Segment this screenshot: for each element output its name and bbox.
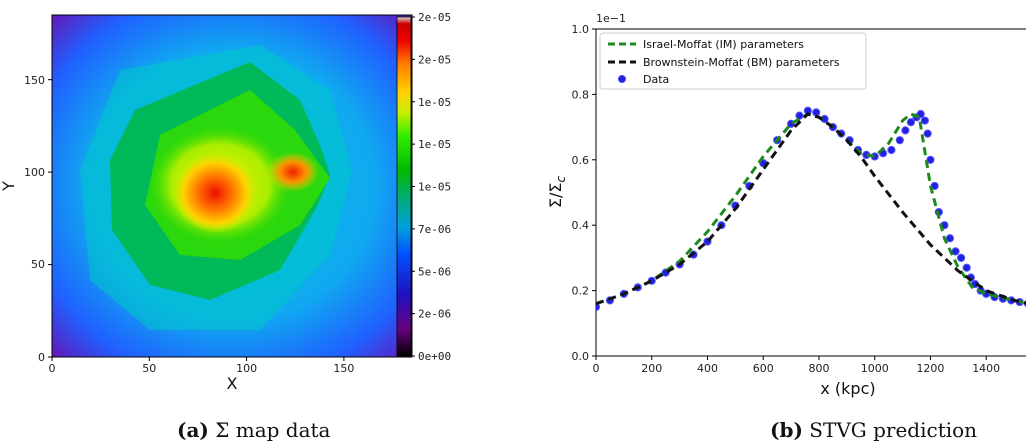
caption-a-text: Σ map data bbox=[215, 418, 331, 442]
data-point bbox=[920, 116, 929, 125]
legend-swatch-data bbox=[618, 75, 626, 83]
panel-b-ytick-label: 0.8 bbox=[572, 88, 590, 101]
panel-a-y-ticks: 0 50 100 150 bbox=[24, 74, 52, 364]
panel-a-xtick-label: 50 bbox=[142, 362, 156, 375]
panel-b-xtick-label: 1400 bbox=[972, 362, 1000, 375]
data-point bbox=[812, 108, 821, 117]
panel-b-y-axis-label: Σ/Σc bbox=[546, 176, 568, 209]
colorbar-tick-label: 1e-05 bbox=[418, 138, 451, 151]
panel-b-xtick-label: 600 bbox=[753, 362, 774, 375]
panel-b-ytick-label: 0.6 bbox=[572, 154, 590, 167]
panel-b-xtick-label: 1200 bbox=[916, 362, 944, 375]
panel-b-xtick-label: 0 bbox=[593, 362, 600, 375]
legend-label-bm: Brownstein-Moffat (BM) parameters bbox=[643, 56, 840, 69]
panel-b-y-axis-label-main: Σ/Σ bbox=[546, 183, 565, 209]
data-point bbox=[887, 145, 896, 155]
panel-b-line-chart: 0.0 0.2 0.4 0.6 0.8 1.0 0 200 400 600 800 1000 1200… bbox=[546, 12, 1026, 398]
series-line-im bbox=[596, 112, 1026, 306]
colorbar: 0e+00 2e-06 5e-06 7e-06 1e-05 1e-05 1e-05 2e-05… bbox=[396, 11, 451, 363]
panel-a-ytick-label: 150 bbox=[24, 74, 45, 87]
data-point bbox=[596, 302, 601, 312]
colorbar-tick-label: 7e-06 bbox=[418, 223, 451, 236]
data-point bbox=[945, 234, 955, 243]
caption-a: (a) Σ map data bbox=[177, 418, 330, 442]
colorbar-tick-label: 5e-06 bbox=[418, 265, 451, 278]
data-point bbox=[957, 253, 966, 262]
panel-b-xtick-label: 400 bbox=[697, 362, 718, 375]
panel-a-xtick-label: 150 bbox=[333, 362, 354, 375]
panel-b-series-layer bbox=[596, 106, 1026, 312]
data-point bbox=[895, 136, 904, 145]
panel-b-ytick-label: 1.0 bbox=[572, 23, 590, 36]
panel-b-y-ticks: 0.0 0.2 0.4 0.6 0.8 1.0 bbox=[572, 23, 596, 363]
data-point bbox=[901, 126, 910, 135]
panel-b-xtick-label: 800 bbox=[808, 362, 829, 375]
panel-b-x-ticks: 0 200 400 600 800 1000 1200 1400 bbox=[593, 356, 1000, 375]
panel-a-ytick-label: 100 bbox=[24, 166, 45, 179]
panel-a-ytick-label: 50 bbox=[31, 258, 45, 271]
figure-canvas: 0 50 100 150 0 50 100 150 X Y 0e+00 2e-06… bbox=[0, 11, 1026, 398]
panel-a-heatmap: 0 50 100 150 0 50 100 150 X Y 0e+00 2e-06… bbox=[0, 11, 451, 393]
caption-b: (b) STVG prediction bbox=[770, 418, 977, 442]
data-point bbox=[795, 111, 804, 120]
panel-a-x-axis-label: X bbox=[227, 374, 238, 393]
panel-b-legend: Israel-Moffat (IM) parameters Brownstein… bbox=[599, 32, 867, 90]
legend-label-data: Data bbox=[643, 73, 669, 86]
panel-a-xtick-label: 0 bbox=[49, 362, 56, 375]
data-point bbox=[926, 155, 935, 164]
legend-label-im: Israel-Moffat (IM) parameters bbox=[643, 38, 804, 51]
colorbar-tick-label: 1e-05 bbox=[418, 181, 451, 194]
panel-a-x-ticks: 0 50 100 150 bbox=[49, 357, 354, 375]
colorbar-ticks: 0e+00 2e-06 5e-06 7e-06 1e-05 1e-05 1e-05 2e-05… bbox=[411, 11, 451, 363]
panel-b-ytick-label: 0.4 bbox=[572, 219, 590, 232]
colorbar-tick-label: 0e+00 bbox=[418, 350, 451, 363]
colorbar-tick-label: 2e-06 bbox=[418, 308, 451, 321]
data-point bbox=[962, 263, 971, 272]
caption-b-label: (b) bbox=[770, 418, 803, 442]
panel-b-xtick-label: 1000 bbox=[861, 362, 889, 375]
panel-a-ytick-label: 0 bbox=[38, 351, 45, 364]
colorbar-tick-label: 2e-05 bbox=[418, 53, 451, 66]
heatmap-image bbox=[52, 15, 412, 357]
panel-b-ytick-label: 0.0 bbox=[572, 350, 590, 363]
panel-a-y-axis-label: Y bbox=[0, 181, 18, 192]
caption-b-text: STVG prediction bbox=[809, 418, 978, 442]
panel-b-x-axis-label: x (kpc) bbox=[820, 379, 875, 398]
panel-b-xtick-label: 200 bbox=[641, 362, 662, 375]
colorbar-tick-label: 1e-05 bbox=[418, 96, 451, 109]
colorbar-tick-label: 2e-05 bbox=[418, 11, 451, 24]
data-point bbox=[906, 118, 916, 127]
data-point bbox=[923, 129, 932, 138]
panel-a-xtick-label: 100 bbox=[236, 362, 257, 375]
panel-b-y-multiplier: 1e−1 bbox=[596, 12, 626, 25]
caption-a-label: (a) bbox=[177, 418, 209, 442]
series-line-bm bbox=[596, 112, 1026, 306]
panel-b-ytick-label: 0.2 bbox=[572, 285, 590, 298]
panel-b-y-axis-label-sub: c bbox=[554, 176, 568, 183]
panel-b-plot-frame bbox=[595, 28, 1026, 357]
